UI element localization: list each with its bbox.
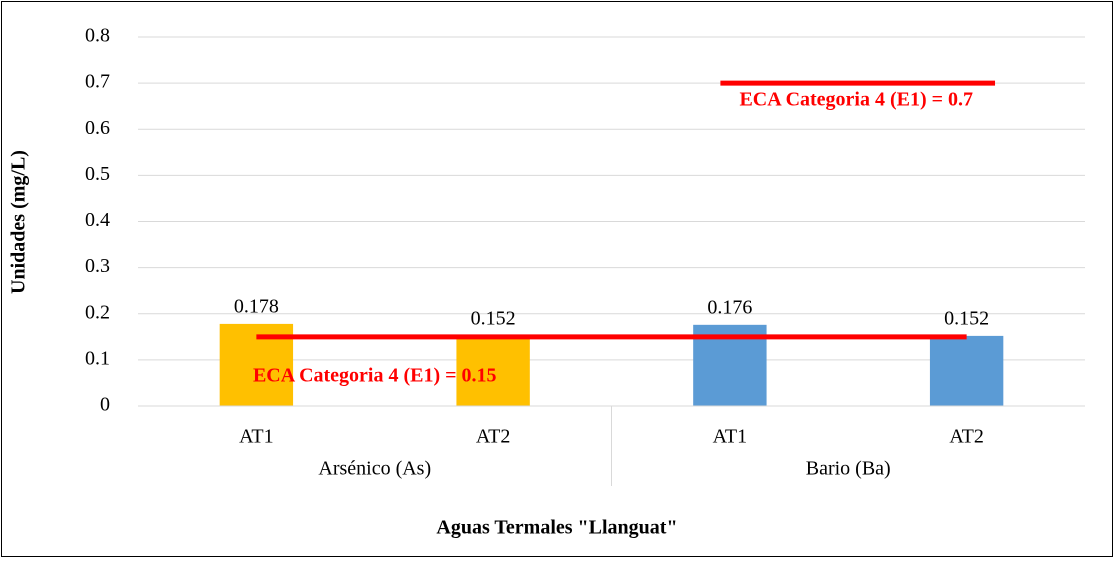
x-axis-title: Aguas Termales "Llanguat"	[436, 517, 677, 539]
y-tick-label: 0	[100, 394, 110, 416]
y-tick-label: 0.6	[85, 117, 110, 139]
y-tick-label: 0.5	[85, 163, 110, 185]
x-tick-label: AT1	[239, 426, 273, 448]
y-tick-label: 0.8	[85, 25, 110, 47]
reference-label: ECA Categoria 4 (E1) = 0.15	[253, 364, 497, 386]
data-label: 0.152	[471, 307, 516, 329]
x-tick-label: AT2	[476, 426, 510, 448]
y-tick-label: 0.3	[85, 255, 110, 277]
y-tick-label: 0.4	[85, 209, 110, 231]
data-label: 0.178	[234, 295, 279, 317]
bar	[456, 335, 530, 406]
group-label: Bario (Ba)	[806, 458, 891, 480]
y-tick-label: 0.2	[85, 301, 110, 323]
group-label: Arsénico (As)	[318, 458, 431, 480]
data-label: 0.176	[707, 296, 752, 318]
data-label: 0.152	[944, 307, 989, 329]
y-tick-label: 0.1	[85, 347, 110, 369]
x-tick-label: AT2	[949, 426, 983, 448]
reference-label: ECA Categoria 4 (E1) = 0.7	[739, 89, 973, 111]
x-tick-label: AT1	[713, 426, 747, 448]
y-axis-title: Unidades (mg/L)	[8, 150, 30, 294]
y-tick-label: 0.7	[85, 71, 110, 93]
bar	[929, 335, 1004, 406]
